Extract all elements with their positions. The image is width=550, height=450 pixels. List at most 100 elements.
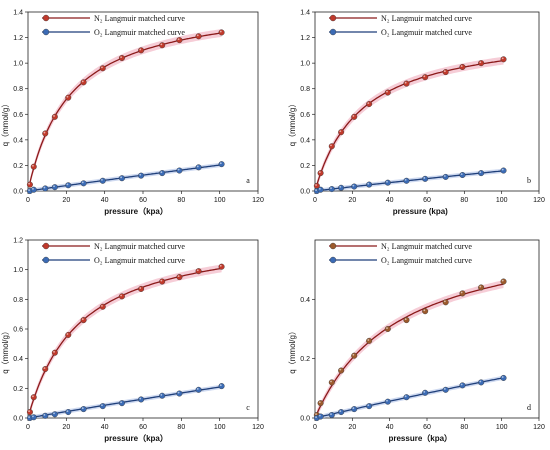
data-point-highlight xyxy=(32,187,34,190)
data-point xyxy=(176,37,183,44)
data-point xyxy=(30,394,37,401)
data-point xyxy=(442,173,449,180)
data-point xyxy=(317,186,324,193)
y-tick-label: 0.8 xyxy=(13,86,23,93)
data-point xyxy=(118,55,125,62)
data-point xyxy=(500,56,507,63)
y-tick-label: 0.0 xyxy=(300,416,310,423)
data-point-highlight xyxy=(81,181,84,184)
data-point-highlight xyxy=(318,187,321,190)
data-point-highlight xyxy=(352,407,355,410)
data-point xyxy=(80,79,87,86)
data-point xyxy=(422,74,429,81)
data-point-highlight xyxy=(219,264,222,267)
data-point xyxy=(500,167,507,174)
data-point-highlight xyxy=(28,189,31,192)
x-tick-label: 100 xyxy=(496,197,508,204)
data-point xyxy=(351,406,358,413)
data-point xyxy=(30,414,37,421)
fit-line xyxy=(29,32,222,183)
data-point-highlight xyxy=(479,61,482,64)
data-point xyxy=(30,186,37,193)
data-point-highlight xyxy=(196,388,199,390)
data-point-highlight xyxy=(352,115,355,117)
data-point-highlight xyxy=(101,178,103,181)
data-point-highlight xyxy=(177,168,180,171)
x-tick-label: 60 xyxy=(139,424,147,431)
data-point xyxy=(442,386,449,393)
data-point-highlight xyxy=(386,399,388,402)
data-point-highlight xyxy=(339,186,342,188)
y-axis-label: q（mmol/g） xyxy=(1,100,10,147)
fit-line xyxy=(29,386,222,419)
legend-label: N₂ Langmuir matched curve xyxy=(94,242,185,251)
data-point-highlight xyxy=(501,168,504,171)
data-point xyxy=(366,403,373,410)
data-point xyxy=(51,113,58,120)
data-point xyxy=(118,400,125,407)
data-point xyxy=(118,175,125,182)
data-point-highlight xyxy=(501,279,504,282)
data-point-highlight xyxy=(139,397,142,400)
data-point xyxy=(366,337,373,344)
data-point xyxy=(422,175,429,182)
y-tick-label: 1.0 xyxy=(13,61,23,68)
x-axis-label: pressure（kpa） xyxy=(388,433,452,443)
data-point xyxy=(384,89,391,96)
y-axis-label: q（mmol/g） xyxy=(1,327,10,374)
x-tick-label: 80 xyxy=(177,197,185,204)
data-point-highlight xyxy=(386,90,388,93)
data-point-highlight xyxy=(53,412,55,415)
data-point-highlight xyxy=(404,81,407,84)
data-point-highlight xyxy=(139,48,142,51)
data-point-highlight xyxy=(43,413,46,416)
y-tick-label: 1.0 xyxy=(13,267,23,274)
data-point-highlight xyxy=(66,410,69,413)
data-point-highlight xyxy=(219,384,222,387)
fit-line xyxy=(316,170,504,192)
y-tick-label: 1.2 xyxy=(13,238,23,245)
data-point-highlight xyxy=(443,175,446,177)
data-point-highlight xyxy=(101,404,103,407)
data-point xyxy=(159,392,166,399)
y-tick-label: 0.2 xyxy=(13,163,23,170)
data-point-highlight xyxy=(196,34,199,37)
data-point-highlight xyxy=(160,393,163,396)
data-point xyxy=(138,172,145,179)
data-point-highlight xyxy=(330,187,332,190)
data-point-highlight xyxy=(139,287,142,289)
data-point xyxy=(459,290,466,297)
data-point xyxy=(338,184,345,191)
data-point xyxy=(26,181,33,188)
data-point-highlight xyxy=(28,416,31,418)
data-point-highlight xyxy=(53,350,55,353)
confidence-band xyxy=(29,29,222,187)
data-point-highlight xyxy=(423,177,426,179)
data-point-highlight xyxy=(120,56,123,59)
data-point-highlight xyxy=(367,102,370,105)
data-point xyxy=(328,143,335,150)
data-point xyxy=(65,409,72,416)
data-point xyxy=(42,412,49,419)
data-point-highlight xyxy=(160,43,163,46)
x-tick-label: 40 xyxy=(101,424,109,431)
data-point xyxy=(366,101,373,108)
data-point-highlight xyxy=(367,404,370,407)
data-point xyxy=(422,389,429,396)
data-point xyxy=(500,374,507,381)
series-o2 xyxy=(313,374,507,422)
legend-label: O₂ Langmuir matched curve xyxy=(94,256,185,265)
data-point xyxy=(99,65,106,72)
data-point-highlight xyxy=(423,75,426,78)
data-point-highlight xyxy=(330,380,332,383)
y-axis-label: q（mmol/g） xyxy=(288,100,297,147)
data-point-highlight xyxy=(28,182,31,185)
data-point-highlight xyxy=(423,390,426,393)
data-point-highlight xyxy=(32,415,34,418)
legend-marker xyxy=(329,242,337,250)
data-point-highlight xyxy=(53,115,55,117)
y-tick-label: 0.4 xyxy=(300,137,310,144)
data-point-highlight xyxy=(443,388,446,390)
panel-letter: b xyxy=(527,176,531,185)
data-point xyxy=(478,379,485,386)
